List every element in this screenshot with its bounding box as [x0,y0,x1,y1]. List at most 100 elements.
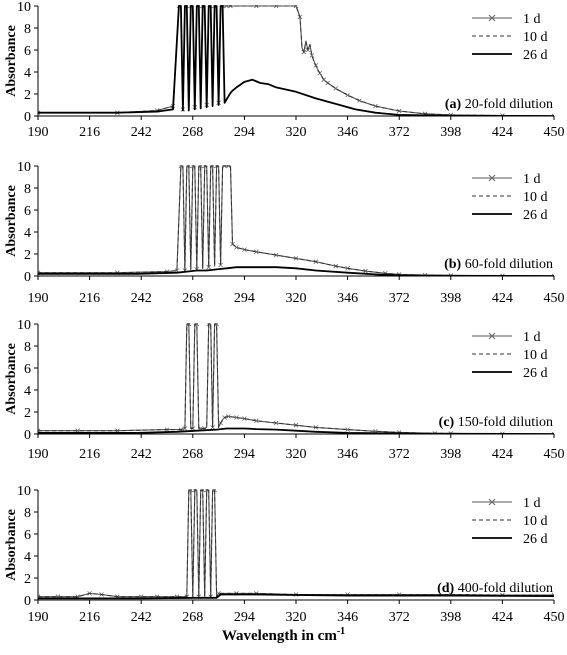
x-tick-label: 242 [131,610,152,625]
series-marker-1d [254,418,259,424]
y-tick-label: 8 [24,340,31,355]
panel-3: 0 2 4 6 8 10 190 216 242 268 294 320 346 372 398 424 450… [4,318,565,462]
panel-annotation-letter: (d) [437,581,454,596]
legend-label-1d: 1 d [523,330,541,345]
series-line-10d [38,165,554,276]
x-tick-label: 294 [234,447,255,462]
panel-annotation-text: 20-fold dilution [461,97,553,112]
series-marker-1d [357,98,362,103]
x-tick-label: 320 [286,610,307,625]
y-tick-label: 2 [24,248,31,263]
x-tick-label: 450 [544,610,565,625]
legend-marker-1d [488,14,496,22]
panel-annotation: (d) 400-fold dilution [437,581,553,596]
y-tick-label: 4 [24,226,31,241]
panel-annotation-letter: (c) [439,415,455,430]
y-tick-label: 6 [24,204,31,219]
y-axis-label: Absorbance [4,185,19,257]
panel-annotation-text: 60-fold dilution [461,257,553,272]
x-tick-label: 424 [492,447,513,462]
series-marker-1d [242,247,247,252]
series-marker-1d [210,165,215,169]
x-tick-label: 398 [440,610,461,625]
x-tick-label: 190 [28,447,49,462]
series-line-10d [38,5,554,116]
legend-label-10d: 10 d [523,514,548,529]
series-marker-1d [345,266,350,271]
x-tick-label: 398 [440,125,461,140]
x-tick-label: 372 [389,610,410,625]
x-tick-label: 216 [79,447,100,462]
x-tick-label: 372 [389,447,410,462]
legend-marker-1d [488,498,496,506]
x-tick-label: 216 [79,125,100,140]
series-marker-1d [551,113,554,116]
series-marker-1d [273,252,279,258]
y-tick-label: 8 [24,22,31,37]
series-marker-1d [198,165,204,169]
series-marker-1d [242,416,247,421]
panel-4: 0 2 4 6 8 10 190 216 242 268 294 320 346 372 398 424 450… [4,484,565,625]
y-tick-label: 6 [24,528,31,543]
y-tick-label: 0 [24,110,31,125]
series-marker-1d [214,323,219,327]
x-tick-label: 216 [79,291,100,306]
x-tick-label: 268 [182,447,203,462]
series-marker-1d [178,165,184,169]
x-tick-label: 320 [286,447,307,462]
x-tick-label: 294 [234,291,255,306]
series-marker-1d [38,110,41,115]
legend-marker-1d [488,174,496,182]
panel-annotation-letter: (a) [445,97,462,112]
x-tick-label: 190 [28,125,49,140]
series-line-26d [38,5,554,116]
series-marker-1d [190,165,196,169]
x-tick-label: 450 [544,291,565,306]
x-tick-label: 242 [131,125,152,140]
x-tick-label: 398 [440,447,461,462]
x-tick-label: 242 [131,291,152,306]
y-tick-label: 2 [24,406,31,421]
series-marker-1d [212,489,217,493]
y-tick-label: 4 [24,550,31,565]
y-tick-label: 8 [24,182,31,197]
y-tick-label: 0 [24,428,31,443]
series-marker-1d [254,249,259,255]
x-tick-label: 294 [234,610,255,625]
x-tick-label: 346 [337,291,358,306]
series-marker-1d [309,53,315,58]
x-tick-label: 346 [337,610,358,625]
x-tick-label: 242 [131,447,152,462]
panel-annotation-text: 150-fold dilution [454,415,553,430]
x-tick-label: 346 [337,125,358,140]
x-tick-label: 268 [182,610,203,625]
legend-label-26d: 26 d [523,208,548,223]
x-axis-title-text: Wavelength in cm [221,628,337,644]
legend-label-26d: 26 d [523,532,548,547]
y-tick-label: 10 [17,0,31,15]
panel-2: 0 2 4 6 8 10 190 216 242 268 294 320 346 372 398 424 450… [4,160,565,306]
legend-label-1d: 1 d [523,172,541,187]
y-tick-label: 10 [17,160,31,175]
panel-1: 0 2 4 6 8 10 190 216 242 268 294 320 346 372 398 424 450… [4,0,565,140]
y-tick-label: 6 [24,44,31,59]
y-axis-label: Absorbance [4,25,19,97]
series-marker-1d [194,323,200,327]
x-tick-label: 450 [544,125,565,140]
series-marker-1d [345,427,350,432]
x-tick-label: 424 [492,610,513,625]
y-tick-label: 10 [17,318,31,333]
x-tick-label: 294 [234,125,255,140]
series-line-26d [38,427,554,434]
series-marker-1d [551,273,554,276]
series-marker-1d [206,264,211,270]
panel-annotation: (c) 150-fold dilution [439,415,553,430]
legend-label-10d: 10 d [523,190,548,205]
series-marker-1d [218,262,223,268]
y-tick-label: 8 [24,506,31,521]
x-axis-title-sup: -1 [336,626,346,637]
x-tick-label: 346 [337,447,358,462]
panel-annotation: (b) 60-fold dilution [444,257,553,272]
y-tick-label: 2 [24,572,31,587]
